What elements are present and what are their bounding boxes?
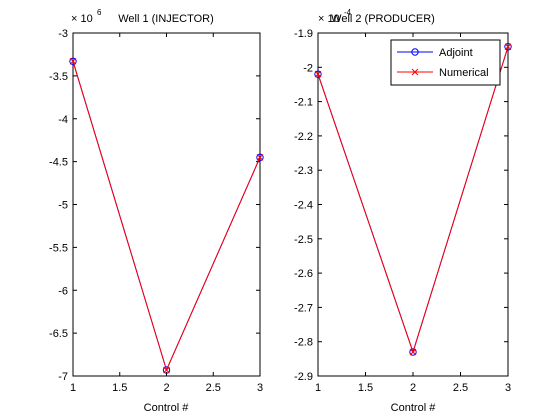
x-tick-label: 2.5 — [206, 382, 221, 394]
x-axis-label: Control # — [144, 402, 190, 414]
y-tick-label: -2.5 — [294, 234, 313, 246]
y-tick-label: -5 — [58, 200, 68, 212]
data-point-numerical — [409, 348, 417, 356]
data-point-numerical — [69, 57, 77, 65]
y-tick-label: -2.3 — [294, 165, 313, 177]
x-tick-label: 1.5 — [358, 382, 373, 394]
y-tick-label: -6 — [58, 285, 68, 297]
y-tick-label: -2.9 — [294, 371, 313, 383]
y-tick-label: -3.5 — [49, 71, 68, 83]
legend-label-adjoint: Adjoint — [439, 47, 473, 59]
y-tick-label: -1.9 — [294, 28, 313, 40]
legend-marker-numerical — [411, 68, 419, 76]
y-exponent: 6 — [97, 8, 102, 17]
y-tick-label: -2.4 — [294, 200, 313, 212]
data-point-numerical — [314, 70, 322, 78]
y-exponent-base: × 10 — [318, 13, 340, 25]
y-tick-label: -2.1 — [294, 97, 313, 109]
y-exponent: -4 — [344, 8, 352, 17]
plot-area: 1 1.5 2 2.5 3 -3 -3.5 -4 -4.5 -5 -5.5 -6 -6.5 -7 — [49, 28, 264, 394]
y-tick-label: -4.5 — [49, 157, 68, 169]
y-tick-label: -6.5 — [49, 328, 68, 340]
marker-stroke — [256, 153, 264, 161]
legend-label-numerical: Numerical — [439, 67, 489, 79]
y-tick-label: -4 — [58, 114, 68, 126]
x-axis-label: Control # — [391, 402, 437, 414]
y-tick-label: -3 — [58, 28, 68, 40]
y-tick-label: -5.5 — [49, 242, 68, 254]
data-point-adjoint — [256, 153, 264, 162]
marker-stroke — [314, 70, 322, 78]
legend-box — [390, 39, 501, 86]
y-tick-label: -2.2 — [294, 131, 313, 143]
y-tick-label: -2 — [303, 62, 313, 74]
x-tick-label: 3 — [505, 382, 511, 394]
panel-title: Well 2 (PRODUCER) — [331, 13, 435, 25]
y-tick-label: -2.6 — [294, 268, 313, 280]
x-tick-label: 3 — [257, 382, 263, 394]
data-point-adjoint — [314, 70, 322, 78]
data-point-numerical — [256, 153, 264, 161]
x-tick-label: 2 — [410, 382, 416, 394]
y-tick-label: -2.7 — [294, 302, 313, 314]
marker-stroke — [69, 57, 77, 65]
x-tick-label: 1 — [315, 382, 321, 394]
x-tick-label: 1.5 — [112, 382, 127, 394]
y-tick-label: -2.8 — [294, 337, 313, 349]
data-point-numerical — [163, 366, 170, 374]
data-point-adjoint — [162, 366, 171, 374]
data-point-adjoint — [69, 57, 77, 65]
panel-title: Well 1 (INJECTOR) — [118, 13, 214, 25]
x-tick-label: 1 — [70, 382, 76, 394]
x-tick-label: 2 — [163, 382, 169, 394]
data-point-numerical — [504, 43, 512, 51]
marker-stroke — [163, 366, 170, 374]
data-point-adjoint — [504, 43, 512, 51]
marker-stroke — [504, 43, 512, 51]
marker-stroke — [409, 348, 417, 356]
plot-area: 1 1.5 2 2.5 3 -1.9 -2 -2.1 -2.2 -2.3 -2.4 -2.5 -2.6 -… — [294, 28, 512, 394]
y-tick-label: -7 — [58, 371, 68, 383]
panel-well-2: Well 2 (PRODUCER) × 10 -4 Control # 1 1.5… — [294, 8, 512, 414]
panel-well-1: Well 1 (INJECTOR) × 10 6 Control # 1 1.5 2… — [49, 8, 264, 414]
legend-marker-adjoint — [411, 48, 419, 56]
x-tick-label: 2.5 — [453, 382, 468, 394]
y-exponent-base: × 10 — [71, 13, 93, 25]
data-point-adjoint — [409, 348, 417, 356]
legend: Adjoint Numerical — [390, 39, 501, 86]
